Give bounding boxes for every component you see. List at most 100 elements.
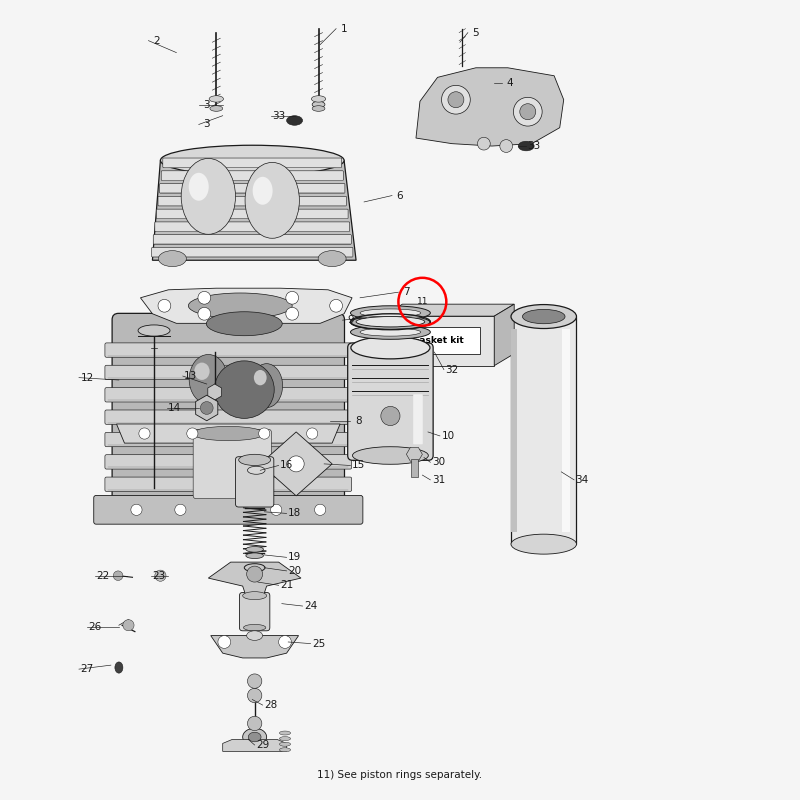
Ellipse shape	[522, 310, 565, 324]
Ellipse shape	[210, 106, 222, 111]
Ellipse shape	[360, 328, 421, 336]
FancyBboxPatch shape	[152, 247, 353, 257]
Text: 27: 27	[80, 664, 94, 674]
FancyBboxPatch shape	[348, 343, 433, 460]
Ellipse shape	[242, 728, 266, 746]
Text: 26: 26	[88, 622, 102, 632]
FancyBboxPatch shape	[105, 388, 352, 402]
FancyBboxPatch shape	[154, 234, 351, 244]
Polygon shape	[260, 432, 332, 496]
Text: 15: 15	[352, 461, 365, 470]
Circle shape	[114, 571, 123, 581]
Polygon shape	[141, 288, 352, 323]
Text: 23: 23	[152, 570, 166, 581]
FancyBboxPatch shape	[162, 170, 343, 180]
FancyBboxPatch shape	[158, 196, 346, 206]
Circle shape	[278, 635, 291, 648]
Ellipse shape	[253, 177, 273, 205]
Circle shape	[520, 104, 536, 120]
Ellipse shape	[246, 553, 263, 558]
Ellipse shape	[161, 146, 344, 175]
Polygon shape	[406, 447, 422, 462]
Text: 20: 20	[288, 566, 301, 576]
Polygon shape	[208, 384, 222, 400]
Ellipse shape	[286, 116, 302, 126]
Text: 6: 6	[397, 190, 403, 201]
Bar	[511, 317, 577, 544]
Ellipse shape	[189, 173, 209, 201]
Circle shape	[448, 92, 464, 108]
FancyBboxPatch shape	[163, 158, 342, 168]
Ellipse shape	[353, 446, 428, 464]
Ellipse shape	[312, 106, 325, 111]
FancyBboxPatch shape	[105, 477, 352, 491]
Polygon shape	[196, 395, 218, 421]
Text: 33: 33	[527, 141, 541, 151]
FancyBboxPatch shape	[397, 327, 480, 354]
Circle shape	[306, 428, 318, 439]
Ellipse shape	[356, 317, 425, 327]
Ellipse shape	[194, 362, 210, 380]
Ellipse shape	[511, 305, 577, 329]
Circle shape	[381, 406, 400, 426]
Text: 34: 34	[575, 475, 589, 485]
Polygon shape	[208, 562, 301, 598]
Circle shape	[478, 138, 490, 150]
Text: 28: 28	[264, 700, 278, 710]
Circle shape	[288, 456, 304, 472]
Circle shape	[314, 504, 326, 515]
Circle shape	[200, 402, 213, 414]
Circle shape	[247, 716, 262, 730]
FancyBboxPatch shape	[105, 366, 352, 380]
FancyBboxPatch shape	[105, 454, 352, 469]
Text: 21: 21	[280, 580, 294, 590]
Ellipse shape	[318, 250, 346, 266]
Polygon shape	[210, 635, 298, 658]
Text: 13: 13	[184, 371, 198, 381]
Circle shape	[246, 566, 262, 582]
Text: Gasket kit: Gasket kit	[413, 337, 464, 346]
Polygon shape	[416, 68, 564, 146]
Circle shape	[186, 428, 198, 439]
Text: 32: 32	[446, 365, 458, 374]
Circle shape	[247, 674, 262, 688]
Ellipse shape	[311, 96, 326, 102]
Ellipse shape	[245, 162, 299, 238]
Ellipse shape	[246, 630, 262, 640]
Text: 4: 4	[507, 78, 514, 88]
Ellipse shape	[360, 318, 421, 326]
Circle shape	[158, 299, 170, 312]
Text: 30: 30	[432, 458, 445, 467]
FancyBboxPatch shape	[105, 410, 352, 424]
Ellipse shape	[138, 325, 170, 336]
Circle shape	[442, 86, 470, 114]
Text: 14: 14	[168, 403, 182, 413]
Text: 16: 16	[280, 461, 294, 470]
Text: 9: 9	[347, 315, 354, 325]
Ellipse shape	[246, 546, 263, 552]
FancyBboxPatch shape	[239, 593, 270, 630]
Ellipse shape	[206, 312, 282, 336]
Ellipse shape	[209, 96, 223, 102]
Circle shape	[218, 635, 230, 648]
Text: 7: 7	[403, 287, 410, 297]
Text: 24: 24	[304, 601, 317, 611]
Circle shape	[500, 140, 513, 153]
Circle shape	[286, 307, 298, 320]
Polygon shape	[222, 739, 286, 751]
Ellipse shape	[250, 364, 282, 407]
FancyBboxPatch shape	[94, 495, 363, 524]
Text: 11: 11	[417, 298, 428, 306]
Bar	[511, 329, 518, 532]
Polygon shape	[494, 304, 514, 366]
Ellipse shape	[511, 534, 577, 554]
Text: 22: 22	[96, 570, 110, 581]
FancyBboxPatch shape	[157, 209, 348, 218]
Ellipse shape	[242, 592, 266, 600]
Ellipse shape	[350, 315, 430, 330]
Circle shape	[270, 504, 282, 515]
Ellipse shape	[214, 361, 274, 418]
FancyBboxPatch shape	[155, 222, 350, 231]
Text: 10: 10	[442, 431, 454, 441]
Bar	[562, 329, 570, 532]
